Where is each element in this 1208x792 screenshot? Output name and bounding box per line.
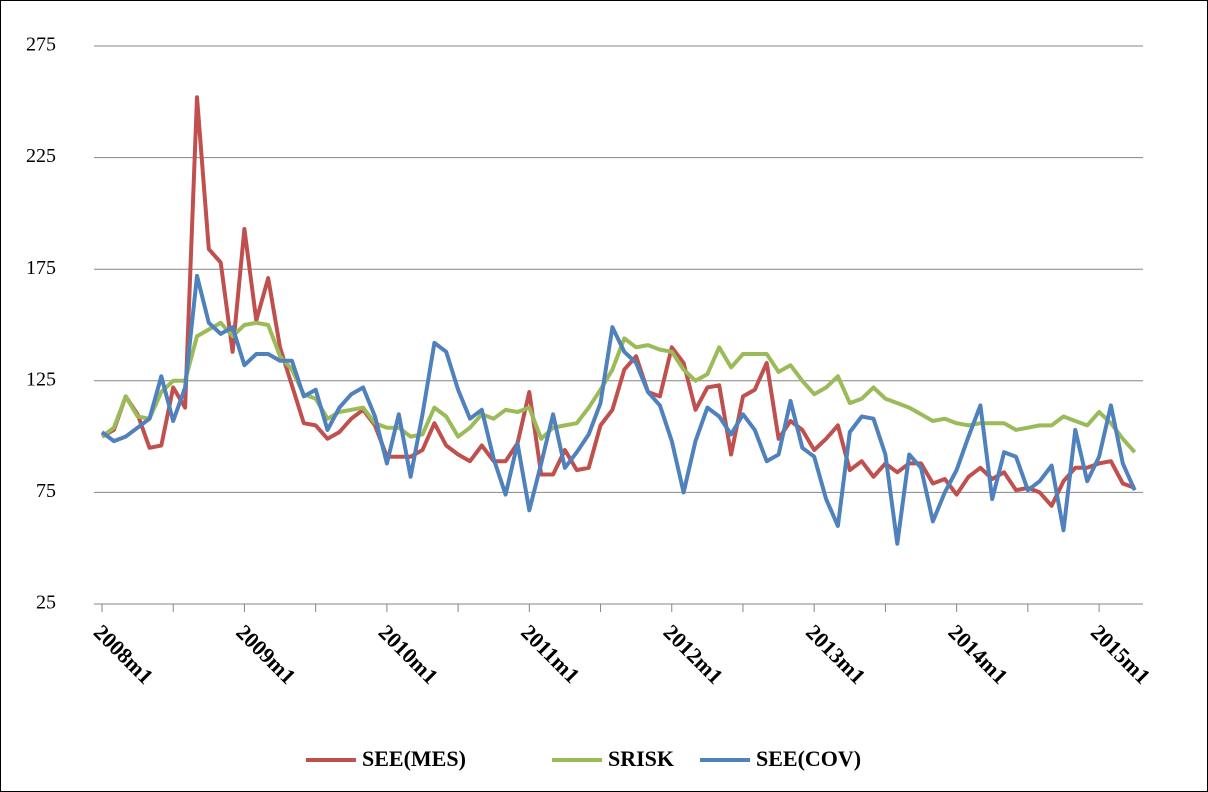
series-line — [100, 320, 1137, 454]
series-line — [100, 273, 1137, 546]
y-tick-label: 275 — [26, 34, 56, 56]
y-tick-label: 75 — [36, 480, 56, 502]
y-tick-label: 175 — [26, 257, 56, 279]
y-tick-label: 25 — [36, 592, 56, 614]
legend-label: SRISK — [608, 746, 674, 771]
y-tick-label: 125 — [26, 368, 56, 390]
y-tick-label: 225 — [26, 145, 56, 167]
lines — [100, 95, 1137, 546]
legend: SEE(MES) SRISK SEE(COV) — [306, 746, 861, 771]
grid — [94, 45, 1143, 612]
legend-label: SEE(COV) — [756, 746, 861, 771]
legend-label: SEE(MES) — [362, 746, 466, 771]
series-line — [101, 95, 1136, 508]
